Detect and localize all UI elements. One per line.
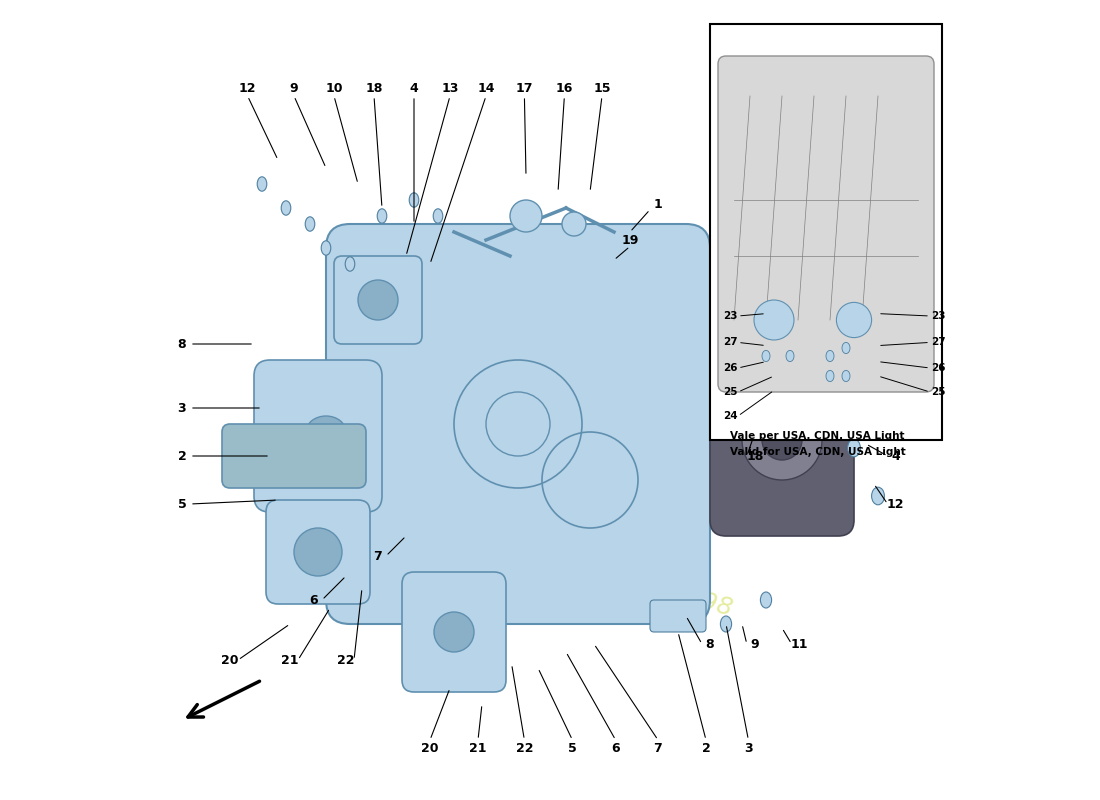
Circle shape	[762, 420, 802, 460]
Text: 25: 25	[931, 387, 945, 397]
FancyBboxPatch shape	[402, 572, 506, 692]
Text: 8: 8	[706, 638, 714, 650]
Text: 7: 7	[374, 550, 383, 562]
Text: a passion for parts since 1998: a passion for parts since 1998	[364, 499, 736, 621]
Ellipse shape	[842, 342, 850, 354]
Text: 10: 10	[326, 82, 343, 94]
Ellipse shape	[826, 370, 834, 382]
FancyBboxPatch shape	[254, 360, 382, 512]
Text: 25: 25	[723, 387, 737, 397]
Ellipse shape	[871, 487, 884, 505]
Text: 14: 14	[477, 82, 495, 94]
Circle shape	[836, 302, 871, 338]
Circle shape	[510, 200, 542, 232]
Circle shape	[434, 612, 474, 652]
Ellipse shape	[282, 201, 290, 215]
FancyBboxPatch shape	[710, 344, 854, 536]
FancyBboxPatch shape	[710, 24, 942, 440]
Ellipse shape	[826, 350, 834, 362]
Text: 13: 13	[441, 82, 459, 94]
Text: 8: 8	[178, 338, 186, 350]
Ellipse shape	[760, 592, 771, 608]
Text: 27: 27	[723, 338, 737, 347]
FancyBboxPatch shape	[222, 424, 366, 488]
Text: 2: 2	[702, 742, 711, 754]
Circle shape	[742, 400, 822, 480]
Ellipse shape	[306, 416, 346, 448]
FancyBboxPatch shape	[326, 224, 710, 624]
Text: 20: 20	[221, 654, 239, 666]
Text: 3: 3	[744, 742, 752, 754]
Ellipse shape	[786, 350, 794, 362]
Text: 2: 2	[177, 450, 186, 462]
Text: 27: 27	[931, 338, 945, 347]
Text: 18: 18	[365, 82, 383, 94]
Text: 1: 1	[653, 198, 662, 210]
FancyBboxPatch shape	[718, 56, 934, 392]
Ellipse shape	[433, 209, 443, 223]
FancyBboxPatch shape	[650, 600, 706, 632]
Circle shape	[562, 212, 586, 236]
Ellipse shape	[762, 350, 770, 362]
Ellipse shape	[832, 391, 845, 409]
Circle shape	[294, 528, 342, 576]
Circle shape	[358, 280, 398, 320]
Text: 26: 26	[723, 363, 737, 373]
Text: 9: 9	[750, 638, 759, 650]
Text: 9: 9	[289, 82, 298, 94]
Text: 24: 24	[723, 411, 737, 421]
Text: 19: 19	[621, 234, 639, 246]
Text: 4: 4	[409, 82, 418, 94]
Text: 23: 23	[723, 311, 737, 321]
Text: 6: 6	[612, 742, 620, 754]
Text: 11: 11	[791, 638, 808, 650]
Ellipse shape	[321, 241, 331, 255]
Ellipse shape	[409, 193, 419, 207]
Text: eurob: eurob	[289, 391, 618, 489]
Ellipse shape	[842, 370, 850, 382]
Text: Valid for USA, CDN, USA Light: Valid for USA, CDN, USA Light	[730, 447, 905, 457]
Text: 12: 12	[239, 82, 256, 94]
Text: 20: 20	[421, 742, 439, 754]
FancyBboxPatch shape	[266, 500, 370, 604]
Ellipse shape	[305, 217, 315, 231]
Text: 7: 7	[653, 742, 662, 754]
Ellipse shape	[257, 177, 267, 191]
Text: 18: 18	[746, 450, 763, 462]
Text: 16: 16	[556, 82, 573, 94]
Text: 22: 22	[338, 654, 354, 666]
Text: 3: 3	[178, 402, 186, 414]
Ellipse shape	[848, 439, 860, 457]
Ellipse shape	[720, 616, 732, 632]
Text: 22: 22	[516, 742, 534, 754]
Text: 5: 5	[568, 742, 576, 754]
Text: Vale per USA, CDN, USA Light: Vale per USA, CDN, USA Light	[730, 431, 904, 441]
Text: 4: 4	[891, 450, 900, 462]
Circle shape	[754, 300, 794, 340]
Text: 26: 26	[931, 363, 945, 373]
Text: 5: 5	[177, 498, 186, 510]
Text: 17: 17	[516, 82, 534, 94]
Text: 12: 12	[887, 498, 904, 510]
Text: 6: 6	[310, 594, 318, 606]
FancyBboxPatch shape	[334, 256, 422, 344]
Text: 21: 21	[470, 742, 486, 754]
Text: 21: 21	[282, 654, 299, 666]
Text: 15: 15	[593, 82, 611, 94]
Text: 23: 23	[931, 311, 945, 321]
Ellipse shape	[345, 257, 355, 271]
Ellipse shape	[377, 209, 387, 223]
